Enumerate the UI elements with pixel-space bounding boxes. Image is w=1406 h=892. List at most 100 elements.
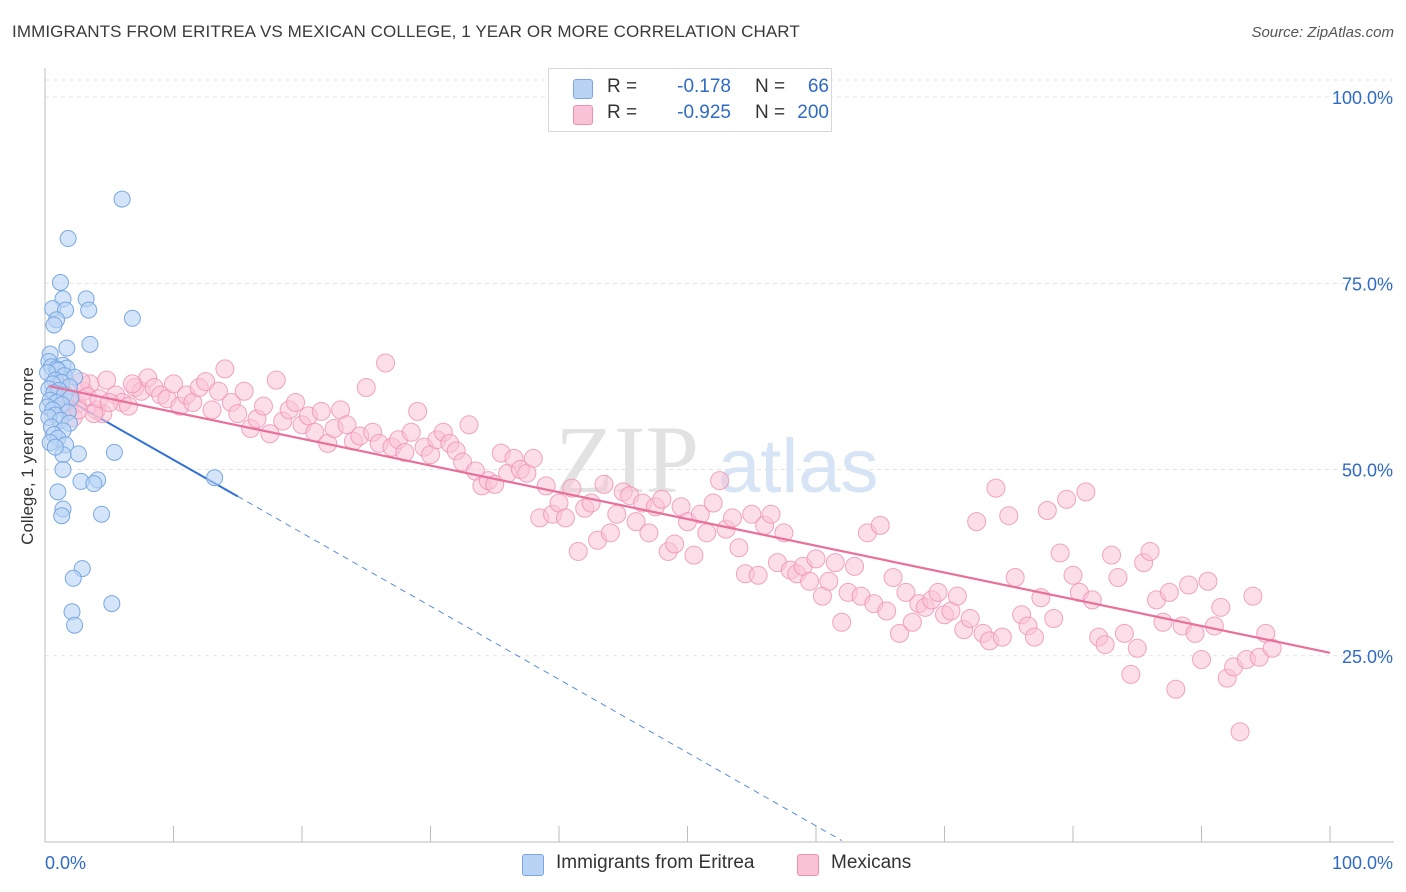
mexican-point bbox=[607, 504, 627, 524]
axes bbox=[44, 68, 1394, 843]
mexican-point bbox=[253, 396, 273, 416]
mexican-point bbox=[1057, 489, 1077, 509]
mexican-point bbox=[652, 489, 672, 509]
eritrea-point bbox=[64, 569, 82, 587]
mexican-point bbox=[800, 571, 820, 591]
mexican-point bbox=[1082, 590, 1102, 610]
mexican-point bbox=[761, 504, 781, 524]
eritrea-point bbox=[80, 301, 98, 319]
legend-r-value-eritrea: -0.178 bbox=[677, 76, 731, 97]
y-tick-label: 75.0% bbox=[1342, 274, 1393, 294]
mexican-point bbox=[1076, 482, 1096, 502]
mexican-point bbox=[960, 609, 980, 628]
legend-r-value-mexican: -0.925 bbox=[677, 102, 731, 123]
mexican-point bbox=[536, 476, 556, 496]
mexican-point bbox=[356, 378, 376, 398]
eritrea-point bbox=[49, 483, 67, 501]
mexican-point bbox=[806, 549, 826, 569]
mexican-point bbox=[1127, 638, 1147, 658]
mexican-point bbox=[1095, 635, 1115, 655]
eritrea-point bbox=[105, 443, 123, 461]
mexican-point bbox=[523, 448, 543, 468]
mexican-point bbox=[722, 508, 742, 528]
eritrea-point bbox=[85, 475, 103, 493]
mexican-point bbox=[1108, 568, 1128, 588]
mexican-point bbox=[697, 523, 717, 543]
mexican-point bbox=[1102, 545, 1122, 565]
bottom-legend-label-mexican: Mexicans bbox=[831, 852, 912, 873]
mexican-point bbox=[870, 515, 890, 535]
mexican-point bbox=[999, 506, 1019, 526]
mexican-point bbox=[99, 392, 119, 412]
mexican-point bbox=[825, 553, 845, 573]
mexican-point bbox=[1024, 627, 1044, 647]
mexican-point bbox=[266, 370, 286, 390]
mexican-point bbox=[1204, 616, 1224, 636]
mexican-point bbox=[555, 508, 575, 528]
legend-swatch-mexican bbox=[573, 105, 593, 125]
mexican-point bbox=[228, 404, 248, 424]
mexican-point bbox=[1063, 565, 1083, 585]
mexican-point bbox=[947, 586, 967, 606]
mexican-point bbox=[122, 374, 142, 394]
eritrea-point bbox=[69, 445, 87, 463]
mexican-point bbox=[1192, 649, 1211, 669]
mexican-point bbox=[600, 523, 620, 543]
mexican-point bbox=[729, 538, 749, 558]
mexican-point bbox=[568, 541, 588, 561]
eritrea-point bbox=[93, 505, 111, 523]
mexican-point bbox=[234, 381, 254, 401]
mexican-point bbox=[97, 370, 117, 390]
mexican-point bbox=[208, 381, 228, 401]
mexican-point bbox=[819, 571, 839, 591]
mexican-point bbox=[196, 372, 216, 392]
mexican-point bbox=[1211, 597, 1231, 617]
eritrea-point bbox=[54, 461, 72, 478]
eritrea-trend-extension bbox=[237, 495, 842, 841]
mexican-point bbox=[1166, 679, 1186, 699]
chart-title: IMMIGRANTS FROM ERITREA VS MEXICAN COLLE… bbox=[12, 22, 800, 41]
mexican-point bbox=[1262, 638, 1282, 658]
watermark-atlas: atlas bbox=[718, 424, 879, 509]
bottom-legend-swatch-mexican bbox=[797, 854, 819, 876]
legend-n-label: N = bbox=[755, 76, 786, 97]
legend-n-label: N = bbox=[755, 102, 786, 123]
mexican-point bbox=[690, 504, 710, 524]
mexican-point bbox=[401, 422, 421, 442]
mexican-point bbox=[1159, 582, 1179, 602]
eritrea-point bbox=[206, 469, 224, 487]
mexican-point bbox=[877, 601, 897, 621]
mexican-point bbox=[311, 401, 331, 421]
eritrea-point bbox=[81, 335, 99, 353]
mexican-point bbox=[626, 512, 646, 532]
y-axis-label: College, 1 year or more bbox=[18, 367, 37, 545]
mexican-point bbox=[395, 442, 415, 462]
mexican-point bbox=[1050, 543, 1070, 563]
mexican-trend-line bbox=[48, 384, 1331, 654]
mexican-trend bbox=[48, 384, 1331, 654]
mexican-point bbox=[408, 401, 428, 421]
mexican-point bbox=[337, 415, 357, 435]
mexican-point bbox=[376, 353, 396, 373]
eritrea-point bbox=[123, 309, 141, 327]
mexican-point bbox=[832, 612, 852, 632]
legend-n-value-mexican: 200 bbox=[797, 102, 829, 123]
mexican-point bbox=[896, 582, 916, 602]
mexican-point bbox=[986, 478, 1006, 498]
x-tick-label: 100.0% bbox=[1332, 853, 1393, 873]
mexican-point bbox=[1243, 586, 1263, 606]
mexican-point bbox=[459, 415, 479, 435]
mexican-point bbox=[928, 582, 948, 602]
eritrea-point bbox=[45, 316, 63, 334]
source-label: Source: ZipAtlas.com bbox=[1251, 24, 1394, 41]
eritrea-point bbox=[103, 595, 121, 613]
legend-r-label: R = bbox=[607, 102, 638, 123]
mexican-point bbox=[119, 396, 139, 416]
eritrea-point bbox=[66, 616, 84, 634]
mexican-point bbox=[639, 523, 659, 543]
legend-n-value-eritrea: 66 bbox=[807, 76, 829, 97]
tick-labels: 25.0% 50.0% 75.0% 100.0% 0.0% 100.0% bbox=[45, 88, 1393, 873]
bottom-legend-label-eritrea: Immigrants from Eritrea bbox=[556, 852, 755, 873]
mexican-point bbox=[902, 612, 922, 632]
mexican-point bbox=[1140, 541, 1160, 561]
